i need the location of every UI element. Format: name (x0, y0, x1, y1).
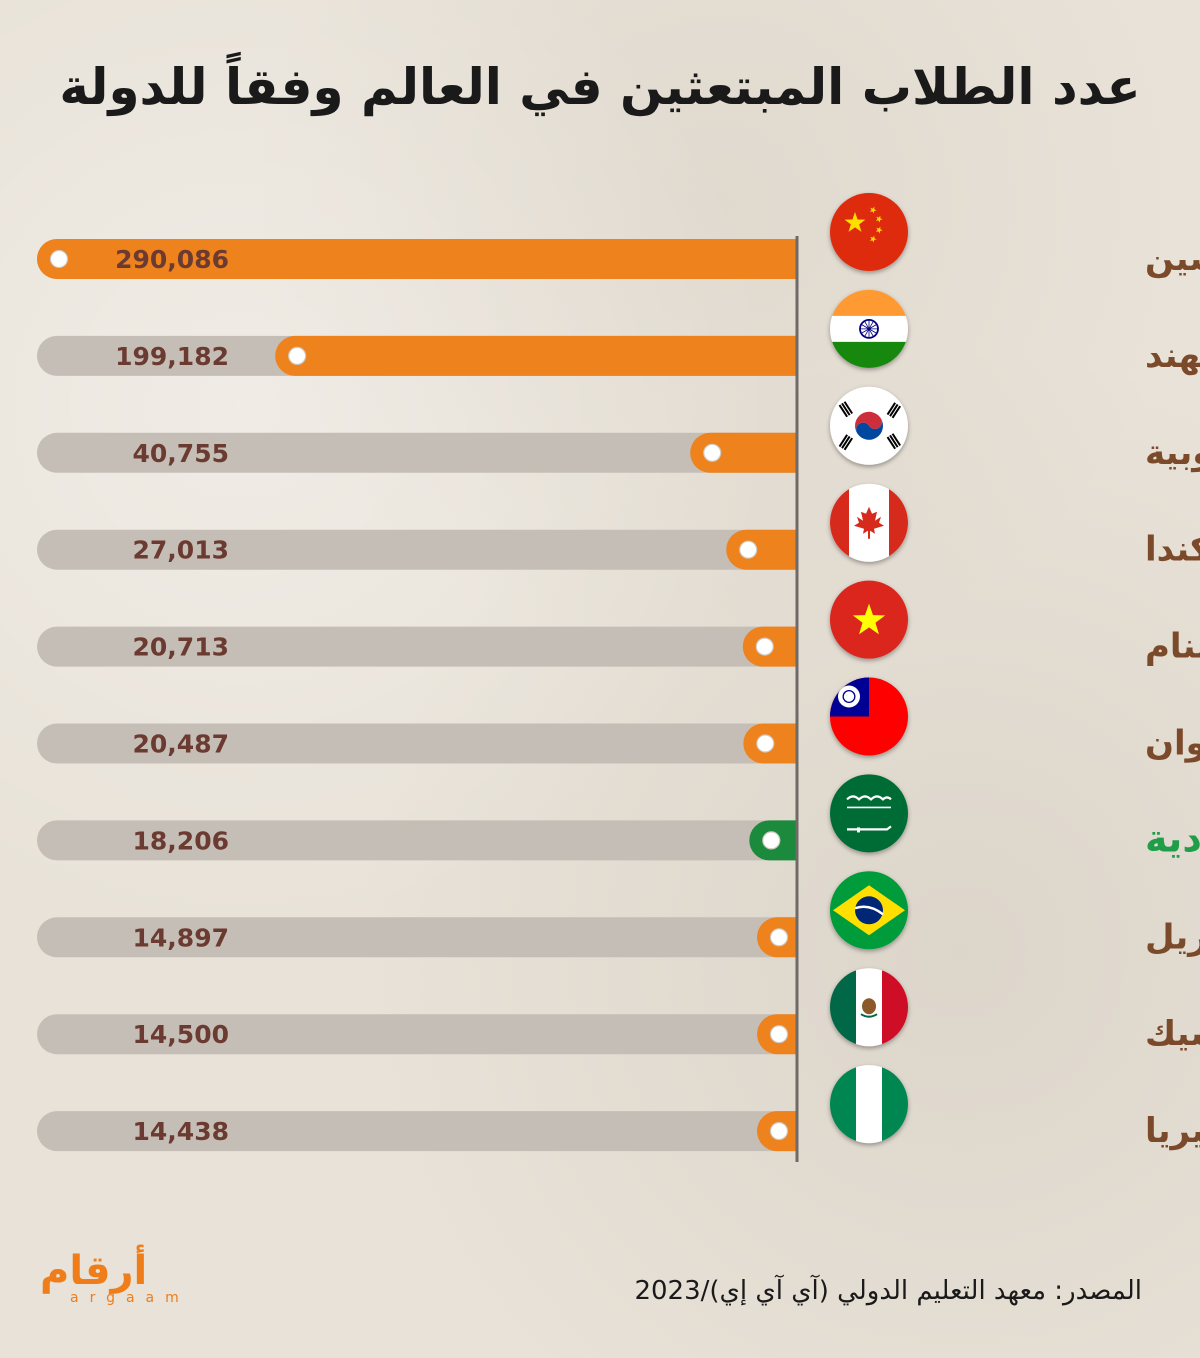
nigeria-flag-icon (830, 1065, 908, 1144)
bar-end-dot (755, 637, 774, 656)
value-label: 14,500 (133, 1020, 229, 1049)
bar-track (37, 1014, 798, 1055)
country-label: فيتنام (1145, 627, 1200, 667)
logo-latin-text: argaam (70, 1290, 190, 1306)
bar-end-dot (756, 734, 775, 753)
country-label: تايوان (1145, 724, 1200, 764)
country-label: الصين (1145, 239, 1200, 279)
saudi-arabia-flag-icon (830, 774, 908, 853)
bar-end-dot (739, 540, 758, 559)
bar-track (37, 529, 798, 570)
value-label: 14,438 (133, 1117, 229, 1146)
bar-end-dot (769, 1025, 789, 1044)
bar-end-dot (762, 831, 781, 850)
bar (690, 432, 797, 473)
bar-end-dot (769, 1121, 789, 1141)
bar-end-dot (288, 346, 307, 365)
south-korea-flag-icon (830, 386, 908, 465)
country-label: نيجيريا (1145, 1111, 1200, 1151)
value-label: 290,086 (115, 245, 229, 274)
bar-track (37, 626, 797, 667)
canada-flag-icon (830, 483, 908, 562)
bar (37, 239, 797, 279)
vietnam-flag-icon (830, 580, 908, 659)
value-label: 20,487 (133, 730, 229, 759)
value-label: 40,755 (133, 439, 229, 468)
bar (726, 529, 797, 570)
logo-arabic-text: أرقام (40, 1248, 148, 1294)
value-label: 14,897 (133, 923, 229, 952)
bar-track (37, 820, 798, 861)
bar-end-dot (49, 249, 69, 269)
bar-track (37, 723, 798, 764)
value-label: 27,013 (133, 536, 229, 565)
india-flag-icon (830, 289, 908, 368)
bar-track (37, 917, 798, 958)
mexico-flag-icon (830, 968, 908, 1047)
country-label: كوريا الجنوبية (1145, 433, 1200, 473)
country-label: البرازيل (1145, 917, 1200, 957)
value-label: 20,713 (133, 633, 229, 662)
bar-end-dot (769, 928, 789, 947)
china-flag-icon (830, 193, 908, 271)
country-label: المكسيك (1145, 1014, 1200, 1054)
value-label: 199,182 (115, 342, 229, 371)
value-label: 18,206 (133, 826, 229, 855)
bar (275, 335, 798, 376)
brazil-flag-icon (830, 871, 908, 950)
chart-title: عدد الطلاب المبتعثين في العالم وفقاً للد… (59, 58, 1141, 116)
taiwan-flag-icon (830, 677, 908, 756)
bar-end-dot (703, 443, 722, 462)
bar-track (37, 432, 798, 473)
bar-track (37, 1111, 798, 1152)
country-label: الهند (1145, 336, 1200, 376)
argaam-logo: أرقام argaam (40, 1250, 210, 1310)
country-label: كندا (1145, 530, 1200, 570)
country-label: السعودية (1145, 816, 1200, 860)
source-note: المصدر: معهد التعليم الدولي (آي آي إي)/2… (634, 1276, 1142, 1306)
